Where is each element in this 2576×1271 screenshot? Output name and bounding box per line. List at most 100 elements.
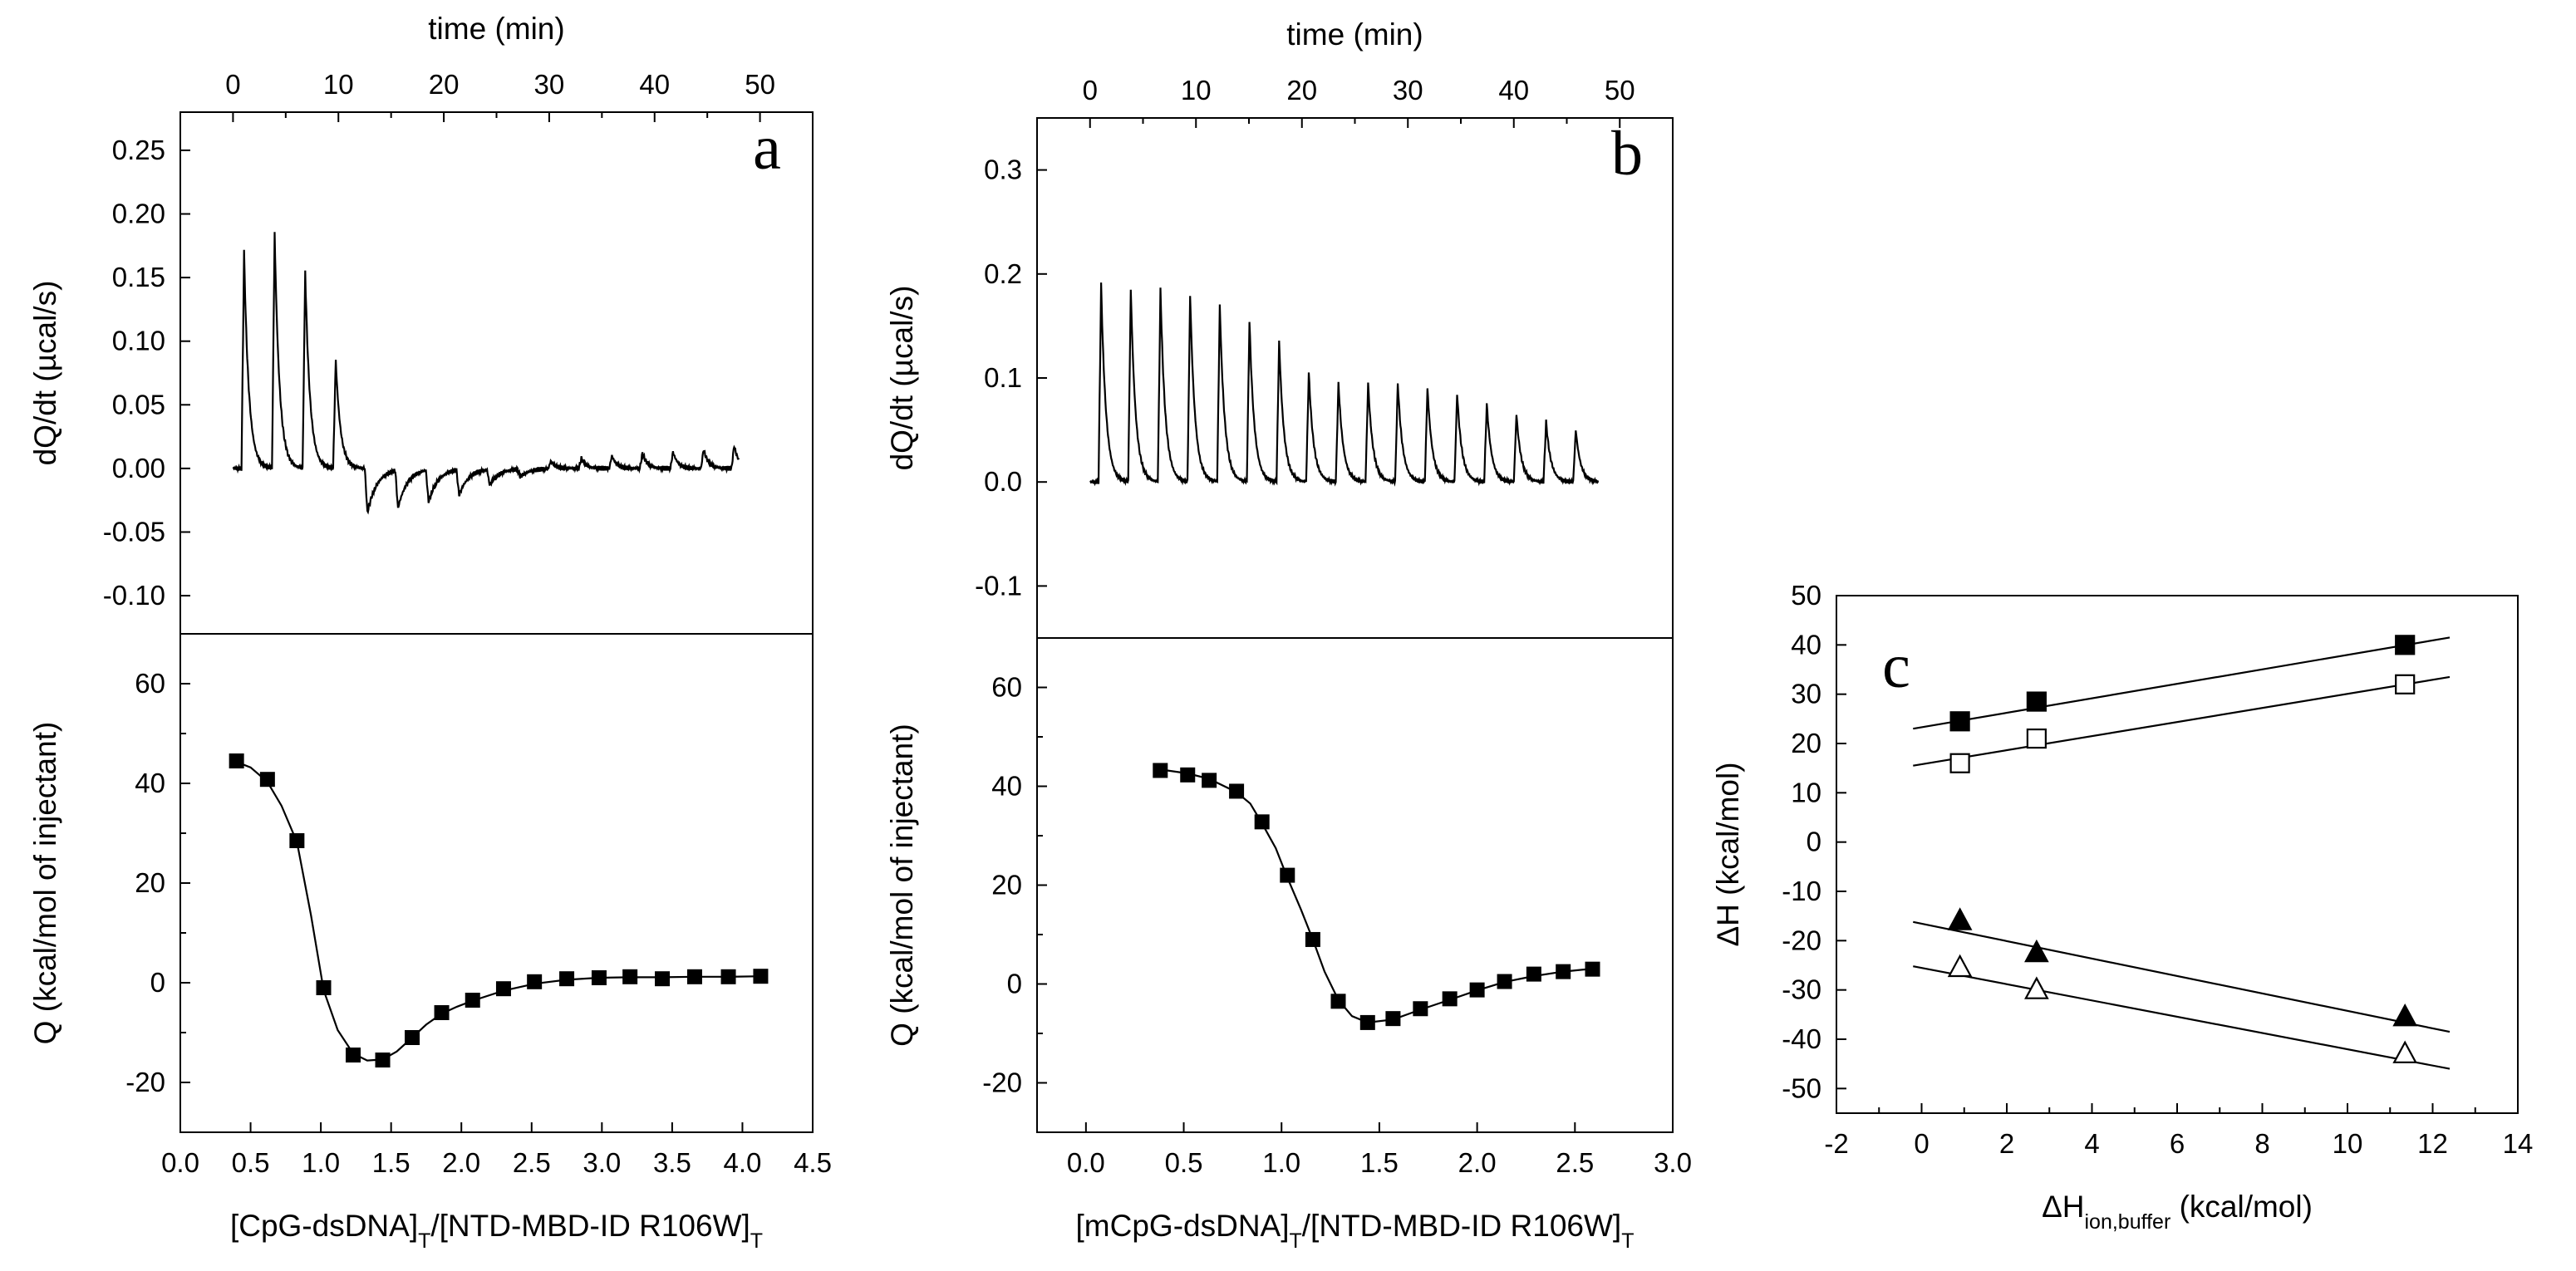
buffer-enthalpy-axis-title-part: ΔH <box>2042 1190 2084 1224</box>
heat-tick-label-a: 20 <box>135 867 165 898</box>
isotherm-point-b <box>1585 961 1600 977</box>
isotherm-point-b <box>1180 767 1196 783</box>
isotherm-point-b <box>1497 974 1512 989</box>
isotherm-point-b <box>1254 814 1270 830</box>
time-tick-label-a: 50 <box>745 69 775 100</box>
isotherm-point-a <box>753 969 769 984</box>
time-tick-label-b: 10 <box>1181 75 1212 106</box>
isotherm-point-a <box>405 1030 420 1045</box>
time-tick-label-a: 40 <box>639 69 670 100</box>
fit-line-triangle-filled <box>1913 920 2451 1033</box>
time-tick-label-a: 20 <box>429 69 460 100</box>
heat-tick-label-b: 60 <box>991 672 1022 703</box>
heat-tick-label-b: 0 <box>1007 969 1022 999</box>
power-tick-label-a: 0.20 <box>112 199 165 229</box>
fit-line-triangle-open <box>1913 965 2451 1070</box>
ratio-tick-label-a: 0.5 <box>232 1147 270 1178</box>
ratio-axis-title-a-part: [CpG-dsDNA] <box>230 1209 418 1243</box>
enthalpy-tick-label: -50 <box>1782 1072 1821 1103</box>
isotherm-point-b <box>1229 783 1245 799</box>
ratio-axis-title-a-part: T <box>418 1229 430 1253</box>
buffer-enthalpy-axis-title-part: (kcal/mol) <box>2170 1190 2313 1224</box>
enthalpy-tick-label: -20 <box>1782 925 1821 955</box>
ratio-tick-label-b: 0.0 <box>1067 1147 1105 1178</box>
power-tick-label-a: -0.05 <box>103 516 165 547</box>
power-axis-title-b: dQ/dt (µcal/s) <box>885 286 919 471</box>
enthalpy-tick-label: 50 <box>1791 580 1821 611</box>
power-tick-label-a: -0.10 <box>103 580 165 611</box>
ratio-axis-title-b-part: T <box>1621 1229 1634 1253</box>
ratio-tick-label-b: 0.5 <box>1165 1147 1203 1178</box>
ratio-tick-label-a: 2.5 <box>513 1147 551 1178</box>
isotherm-point-a <box>229 753 244 768</box>
power-tick-label-b: -0.1 <box>975 570 1022 601</box>
buffer-enthalpy-tick-label: 4 <box>2084 1128 2099 1159</box>
isotherm-point-a <box>375 1053 391 1067</box>
panel-label-b: b <box>1611 119 1643 189</box>
ratio-tick-label-a: 3.5 <box>653 1147 691 1178</box>
time-tick-label-a: 10 <box>323 69 354 100</box>
isotherm-point-b <box>1442 991 1458 1007</box>
ratio-axis-title-a: [CpG-dsDNA]T/[NTD-MBD-ID R106W]T <box>230 1209 763 1253</box>
enthalpy-tick-label: 30 <box>1791 679 1821 709</box>
power-tick-label-b: 0.3 <box>984 155 1022 185</box>
isotherm-point-b <box>1153 763 1168 778</box>
open-triangle-point <box>1947 954 1973 978</box>
enthalpy-tick-label: 20 <box>1791 728 1821 758</box>
ratio-axis-title-a-part: T <box>750 1229 763 1253</box>
filled-square-point <box>2026 691 2047 712</box>
buffer-enthalpy-tick-label: 12 <box>2417 1128 2448 1159</box>
heat-tick-label-b: 20 <box>991 870 1022 900</box>
power-tick-label-b: 0.1 <box>984 362 1022 393</box>
heat-axis-title-a: Q (kcal/mol of injectant) <box>28 722 62 1045</box>
buffer-enthalpy-tick-label: 8 <box>2254 1128 2269 1159</box>
time-tick-label-a: 0 <box>225 69 240 100</box>
open-triangle-point <box>2392 1040 2418 1063</box>
ratio-axis-title-b: [mCpG-dsDNA]T/[NTD-MBD-ID R106W]T <box>1076 1209 1635 1253</box>
heat-tick-label-b: 40 <box>991 771 1022 802</box>
time-tick-label-a: 30 <box>534 69 565 100</box>
ratio-tick-label-b: 1.0 <box>1262 1147 1300 1178</box>
isotherm-point-a <box>465 993 480 1008</box>
open-square-point <box>1949 753 1970 773</box>
isotherm-point-a <box>559 971 575 987</box>
isotherm-point-b <box>1330 994 1346 1009</box>
isotherm-point-a <box>434 1005 450 1020</box>
thermogram-trace-b <box>1089 282 1600 487</box>
enthalpy-tick-label: 10 <box>1791 777 1821 807</box>
isotherm-point-a <box>686 969 702 984</box>
time-tick-label-b: 50 <box>1605 75 1635 106</box>
isotherm-point-a <box>622 969 638 984</box>
thermogram-frame-b <box>1036 117 1674 639</box>
power-tick-label-b: 0.0 <box>984 466 1022 497</box>
enthalpy-tick-label: -30 <box>1782 974 1821 1005</box>
power-tick-label-a: 0.15 <box>112 262 165 292</box>
isotherm-point-b <box>1556 964 1571 979</box>
power-tick-label-a: 0.05 <box>112 389 165 420</box>
isotherm-point-a <box>495 981 511 997</box>
isotherm-point-b <box>1359 1014 1375 1030</box>
isotherm-frame-b <box>1036 637 1674 1133</box>
open-triangle-point <box>2024 976 2049 999</box>
ratio-axis-title-b-part: [mCpG-dsDNA] <box>1076 1209 1290 1243</box>
time-tick-label-b: 0 <box>1083 75 1098 106</box>
open-square-point <box>2395 674 2416 694</box>
enthalpy-tick-label: -40 <box>1782 1023 1821 1054</box>
panel-label-c: c <box>1882 631 1910 701</box>
heat-tick-label-b: -20 <box>982 1067 1022 1098</box>
enthalpy-tick-label: 0 <box>1807 827 1821 857</box>
heat-tick-label-a: 40 <box>135 768 165 798</box>
isotherm-point-a <box>591 970 607 985</box>
panel-label-a: a <box>753 113 781 183</box>
filled-triangle-point <box>1947 907 1973 930</box>
heat-tick-label-a: 60 <box>135 668 165 699</box>
panel-c-frame <box>1836 595 2519 1114</box>
isotherm-point-a <box>316 980 332 995</box>
ratio-axis-title-b-part: /[NTD-MBD-ID R106W] <box>1302 1209 1621 1243</box>
ratio-tick-label-a: 0.0 <box>161 1147 199 1178</box>
time-axis-title-b: time (min) <box>1286 17 1423 52</box>
ratio-axis-title-b-part: T <box>1290 1229 1302 1253</box>
time-tick-label-b: 20 <box>1286 75 1317 106</box>
buffer-enthalpy-tick-label: 0 <box>1914 1128 1929 1159</box>
